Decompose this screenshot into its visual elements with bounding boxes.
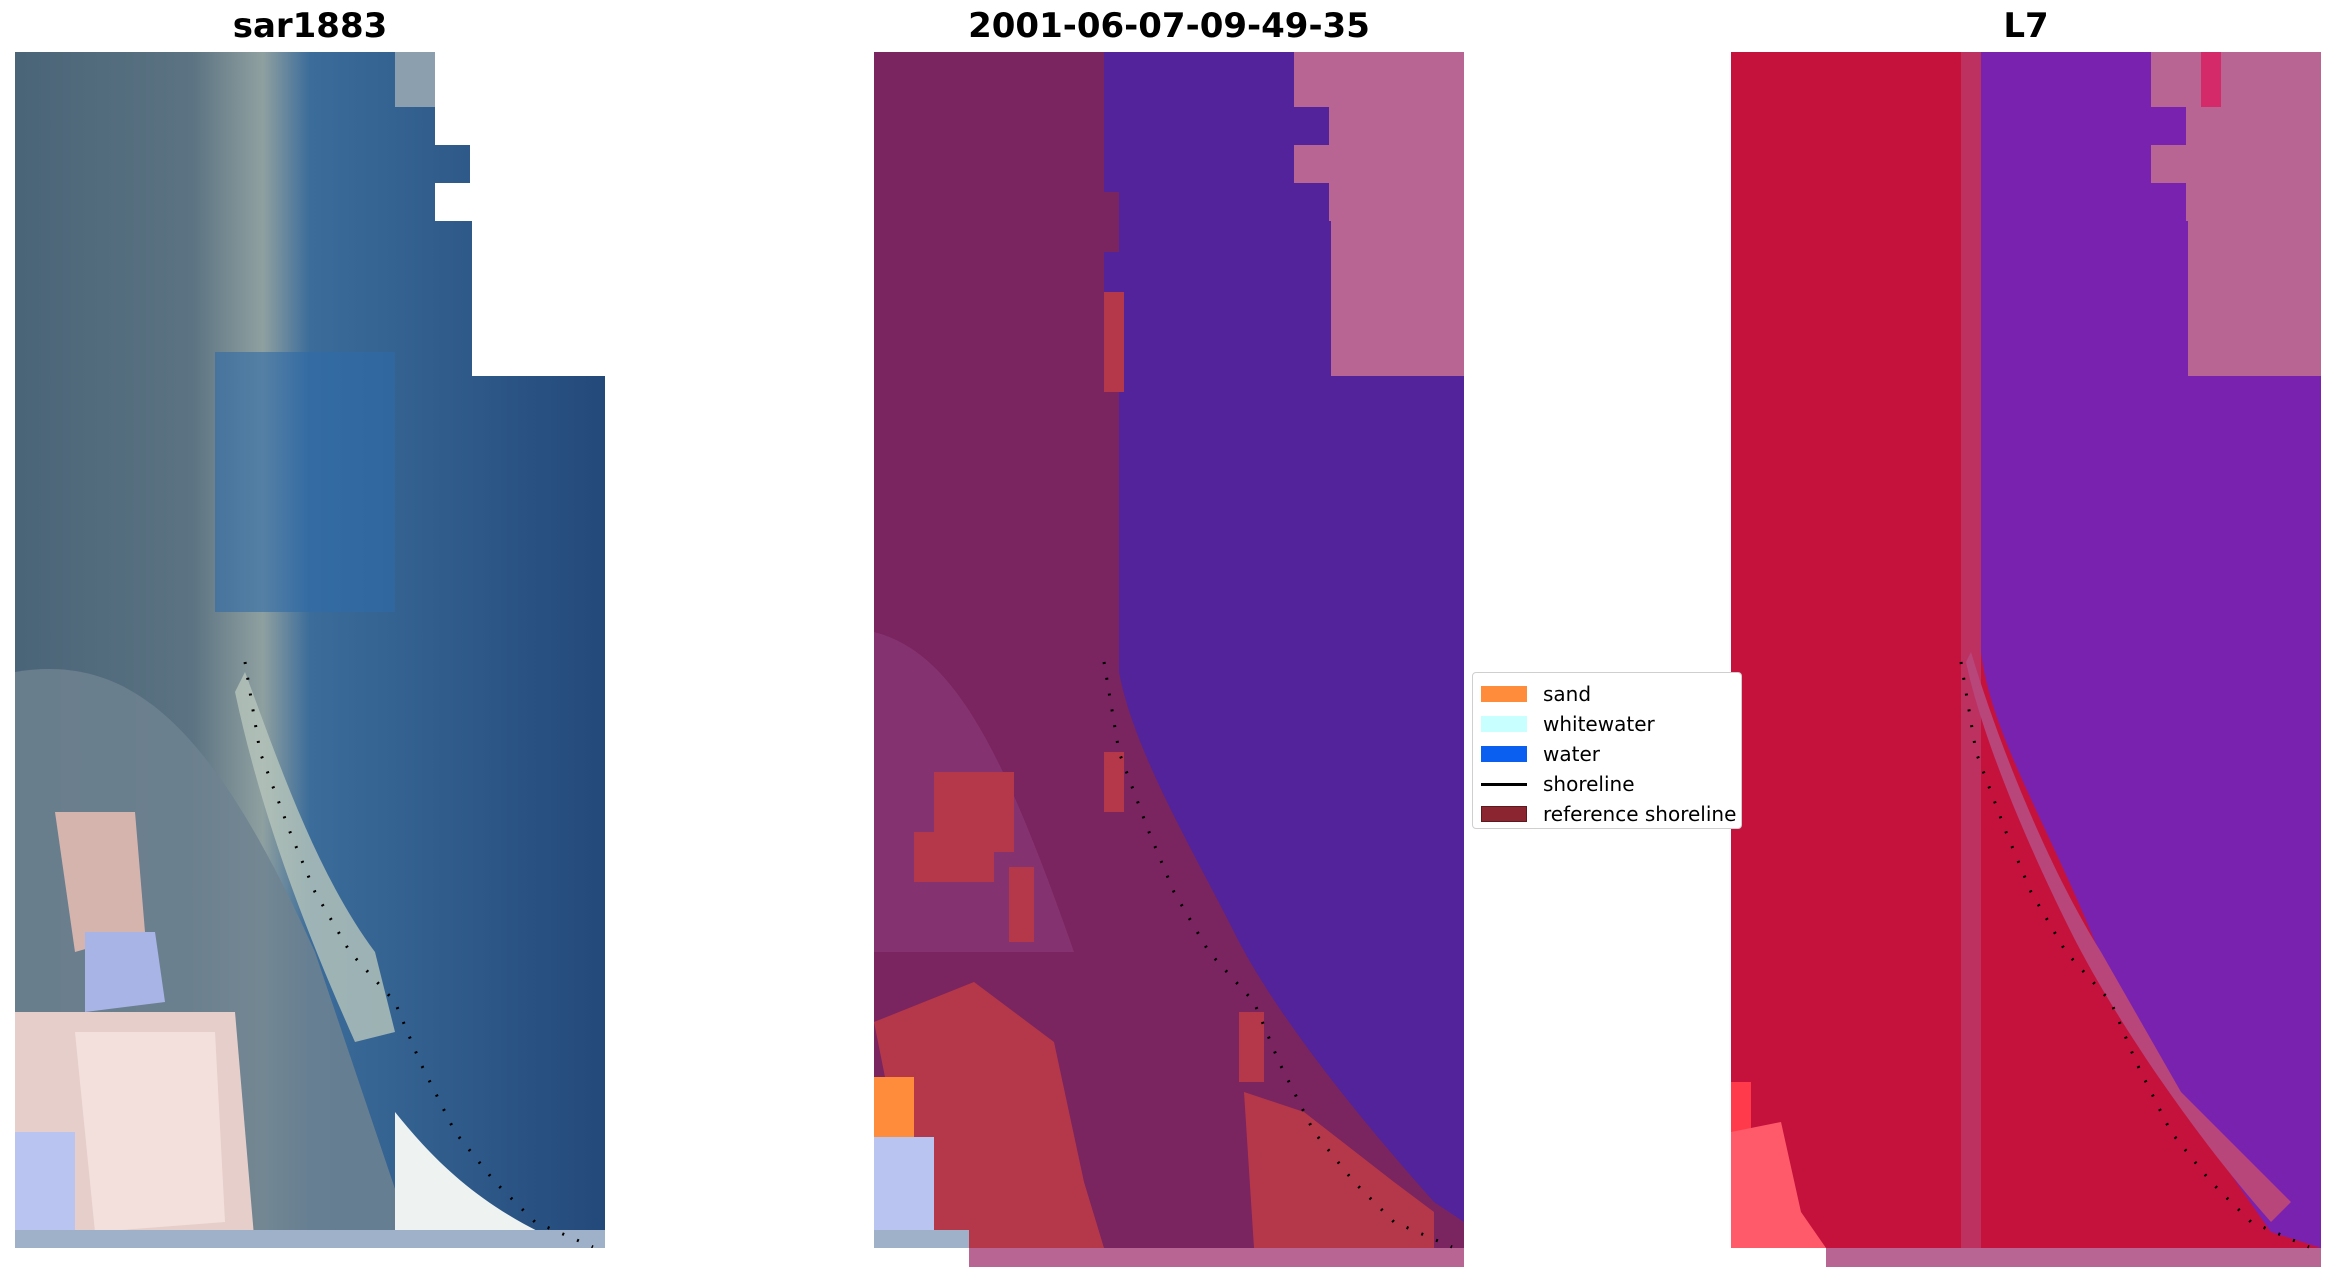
legend-item-shoreline: shoreline [1481,769,1741,799]
legend-label: reference shoreline [1543,802,1737,826]
legend-line-shoreline [1481,782,1527,786]
legend-swatch-reference-shoreline [1481,806,1527,822]
legend-label: water [1543,742,1600,766]
legend: sand whitewater water shoreline referenc… [1472,672,1742,829]
legend-item-sand: sand [1481,679,1741,709]
panel-title-classified: 2001-06-07-09-49-35 [968,6,1370,46]
panel-title-ir: L7 [2003,6,2049,46]
legend-label: shoreline [1543,772,1635,796]
legend-swatch-water [1481,746,1527,762]
legend-label: sand [1543,682,1592,706]
legend-item-water: water [1481,739,1741,769]
rgb-image-panel [15,52,605,1248]
legend-swatch-whitewater [1481,716,1527,732]
legend-item-reference-shoreline: reference shoreline [1481,799,1741,828]
ir-image [1731,52,2321,1267]
classified-image-panel [874,52,1464,1267]
classified-image [874,52,1464,1267]
ir-image-panel [1731,52,2321,1267]
legend-label: whitewater [1543,712,1655,736]
panel-title-rgb: sar1883 [232,6,388,46]
legend-swatch-sand [1481,686,1527,702]
legend-item-whitewater: whitewater [1481,709,1741,739]
rgb-image [15,52,605,1248]
